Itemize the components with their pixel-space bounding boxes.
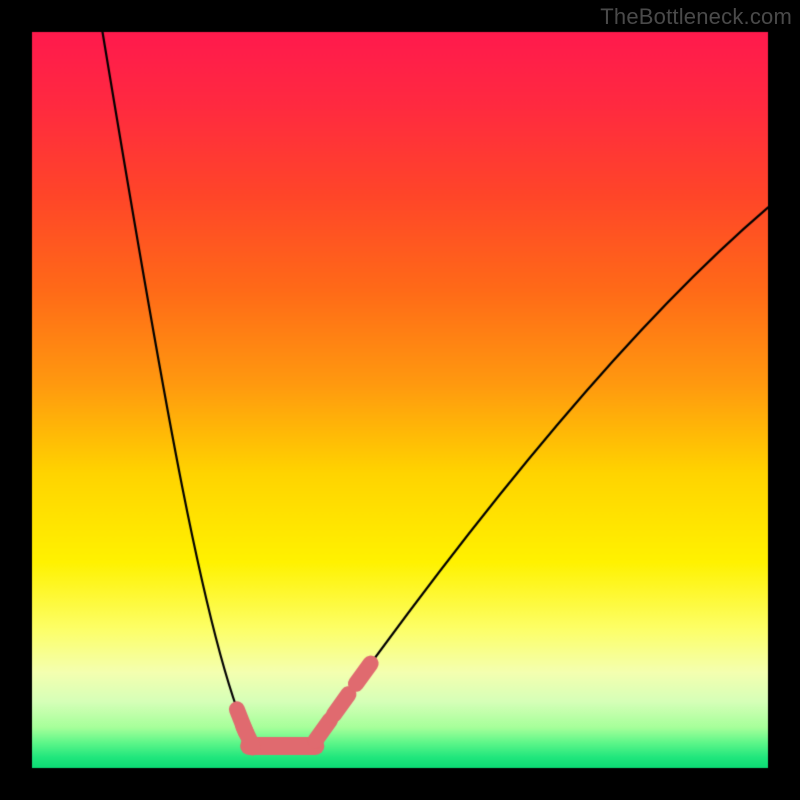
bottleneck-chart-canvas — [0, 0, 800, 800]
chart-stage: TheBottleneck.com — [0, 0, 800, 800]
